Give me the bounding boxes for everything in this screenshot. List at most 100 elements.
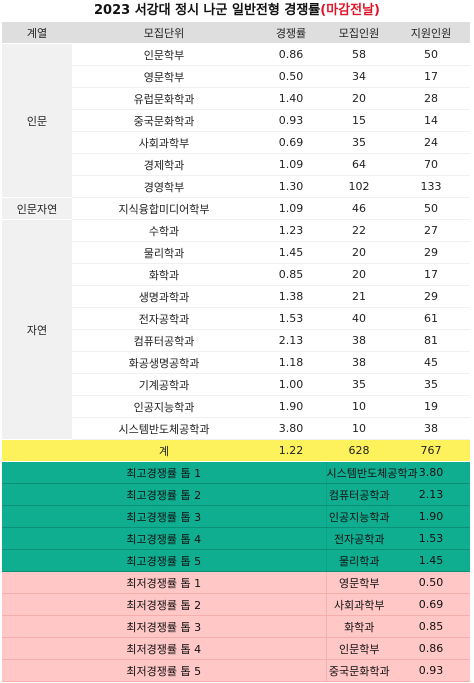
table-row: 영문학부 0.50 34 17	[2, 65, 470, 88]
rank-department: 화학과	[325, 615, 392, 638]
ratio-cell: 1.09	[256, 153, 326, 176]
header-row: 계열 모집단위 경쟁률 모집인원 지원인원	[2, 22, 470, 44]
rank-department: 시스템반도체공학과	[325, 461, 418, 484]
unit-cell: 지식융합미디어학부	[72, 197, 256, 220]
rank-label: 최고경쟁률 톱 1	[2, 461, 326, 484]
quota-cell: 10	[326, 417, 392, 440]
ratio-cell: 1.45	[256, 241, 326, 264]
table-row: 인문 인문학부 0.86 58 50	[2, 43, 470, 198]
unit-cell: 화공생명공학과	[72, 351, 256, 374]
table-body: 인문 인문학부 0.86 58 50 영문학부 0.50 34 17 유럽문화학과 1.40 20 28…	[2, 43, 470, 440]
applicants-cell: 19	[392, 395, 470, 418]
unit-cell: 수학과	[72, 219, 256, 242]
ratio-cell: 1.40	[256, 87, 326, 110]
applicants-cell: 70	[392, 153, 470, 176]
quota-cell: 20	[326, 87, 392, 110]
applicants-cell: 29	[392, 285, 470, 308]
rank-department: 영문학부	[325, 571, 392, 594]
unit-cell: 경영학부	[72, 175, 256, 198]
rank-ratio: 0.93	[392, 659, 470, 682]
rank-ratio: 2.13	[392, 483, 470, 506]
table-row: 전자공학과 1.53 40 61	[2, 307, 470, 330]
unit-cell: 기계공학과	[72, 373, 256, 396]
table-row: 자연 수학과 1.23 22 27	[2, 219, 470, 440]
unit-cell: 시스템반도체공학과	[72, 417, 256, 440]
applicants-cell: 28	[392, 87, 470, 110]
rank-department: 물리학과	[325, 549, 392, 572]
applicants-cell: 61	[392, 307, 470, 330]
rank-label: 최고경쟁률 톱 3	[2, 505, 326, 528]
ratio-cell: 0.85	[256, 263, 326, 286]
applicants-cell: 81	[392, 329, 470, 352]
unit-cell: 물리학과	[72, 241, 256, 264]
applicants-cell: 27	[392, 219, 470, 242]
rank-department: 중국문화학과	[325, 659, 392, 682]
table-row: 인공지능학과 1.90 10 19	[2, 395, 470, 418]
unit-cell: 인문학부	[72, 43, 256, 66]
ratio-cell: 0.86	[256, 43, 326, 66]
top-ratio-row: 최고경쟁률 톱 4 전자공학과 1.53	[2, 527, 470, 550]
rank-department: 컴퓨터공학과	[325, 483, 392, 506]
quota-cell: 35	[326, 131, 392, 154]
unit-cell: 전자공학과	[72, 307, 256, 330]
ratio-cell: 1.09	[256, 197, 326, 220]
rank-label: 최저경쟁률 톱 2	[2, 593, 326, 616]
table-row: 인문자연 지식융합미디어학부 1.09 46 50	[2, 197, 470, 220]
low-ratio-section: 최저경쟁률 톱 1 영문학부 0.50 최저경쟁률 톱 2 사회과학부 0.69 최저경쟁률…	[2, 571, 470, 682]
ratio-cell: 3.80	[256, 417, 326, 440]
table-row: 물리학과 1.45 20 29	[2, 241, 470, 264]
total-ratio: 1.22	[256, 439, 326, 462]
applicants-cell: 50	[392, 197, 470, 220]
top-ratio-section: 최고경쟁률 톱 1 시스템반도체공학과 3.80 최고경쟁률 톱 2 컴퓨터공학과 2.1…	[2, 461, 470, 572]
title-highlight: (마감전날)	[320, 3, 380, 18]
unit-cell: 유럽문화학과	[72, 87, 256, 110]
quota-cell: 21	[326, 285, 392, 308]
rank-ratio: 3.80	[392, 461, 470, 484]
rank-ratio: 0.50	[392, 571, 470, 594]
ratio-cell: 1.18	[256, 351, 326, 374]
applicants-cell: 133	[392, 175, 470, 198]
table-row: 경제학과 1.09 64 70	[2, 153, 470, 176]
rank-department: 인공지능학과	[325, 505, 392, 528]
applicants-cell: 35	[392, 373, 470, 396]
quota-cell: 22	[326, 219, 392, 242]
category-cell: 인문자연	[2, 197, 72, 220]
top-ratio-row: 최고경쟁률 톱 2 컴퓨터공학과 2.13	[2, 483, 470, 506]
table-row: 기계공학과 1.00 35 35	[2, 373, 470, 396]
unit-cell: 영문학부	[72, 65, 256, 88]
ratio-cell: 1.00	[256, 373, 326, 396]
unit-cell: 인공지능학과	[72, 395, 256, 418]
rank-department: 전자공학과	[325, 527, 392, 550]
total-label: 계	[72, 439, 256, 462]
ratio-cell: 0.50	[256, 65, 326, 88]
rank-ratio: 1.45	[392, 549, 470, 572]
ratio-cell: 0.93	[256, 109, 326, 132]
low-ratio-row: 최저경쟁률 톱 3 화학과 0.85	[2, 615, 470, 638]
header-ratio: 경쟁률	[256, 22, 326, 44]
rank-ratio: 1.90	[392, 505, 470, 528]
table-row: 중국문화학과 0.93 15 14	[2, 109, 470, 132]
table-row: 사회과학부 0.69 35 24	[2, 131, 470, 154]
ratio-cell: 0.69	[256, 131, 326, 154]
header-category: 계열	[2, 22, 72, 44]
quota-cell: 15	[326, 109, 392, 132]
quota-cell: 64	[326, 153, 392, 176]
ratio-cell: 1.90	[256, 395, 326, 418]
top-ratio-row: 최고경쟁률 톱 1 시스템반도체공학과 3.80	[2, 461, 470, 484]
quota-cell: 102	[326, 175, 392, 198]
unit-cell: 중국문화학과	[72, 109, 256, 132]
applicants-cell: 45	[392, 351, 470, 374]
title-main: 2023 서강대 정시 나군 일반전형 경쟁률	[94, 3, 321, 18]
applicants-cell: 24	[392, 131, 470, 154]
quota-cell: 20	[326, 263, 392, 286]
rank-label: 최고경쟁률 톱 5	[2, 549, 326, 572]
competition-table: 계열 모집단위 경쟁률 모집인원 지원인원 인문 인문학부 0.86 58 50 영문학부…	[2, 22, 470, 682]
rank-label: 최저경쟁률 톱 5	[2, 659, 326, 682]
top-ratio-row: 최고경쟁률 톱 5 물리학과 1.45	[2, 549, 470, 572]
unit-cell: 화학과	[72, 263, 256, 286]
low-ratio-row: 최저경쟁률 톱 1 영문학부 0.50	[2, 571, 470, 594]
quota-cell: 38	[326, 329, 392, 352]
ratio-cell: 1.53	[256, 307, 326, 330]
quota-cell: 46	[326, 197, 392, 220]
applicants-cell: 17	[392, 65, 470, 88]
